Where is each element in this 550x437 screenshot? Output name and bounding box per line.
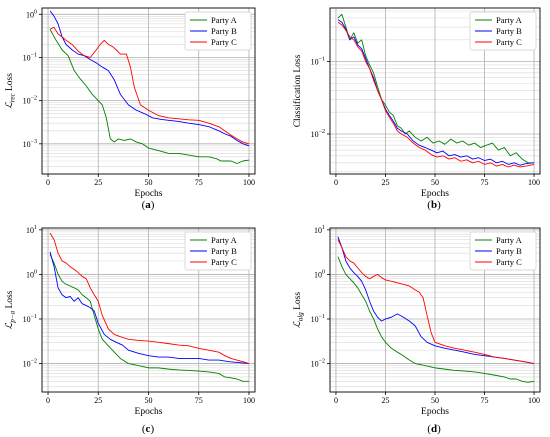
x-tick-label: 50 <box>145 178 153 187</box>
legend-label: Party B <box>496 26 522 36</box>
series-line-party-a <box>337 256 535 383</box>
series-line-party-c <box>49 26 250 145</box>
y-tick-label: 10−1 <box>311 314 325 324</box>
y-axis-label: ℒrec Loss <box>4 73 17 109</box>
x-tick-label: 100 <box>528 396 540 405</box>
series-line-party-b <box>49 251 250 364</box>
x-tick-label: 100 <box>243 178 255 187</box>
series-line-party-c <box>337 239 535 364</box>
series-line-party-b <box>337 236 535 364</box>
legend-label: Party B <box>496 246 522 256</box>
chart-panel-3: 0 25 50 75 100 101 100 10−1 10−2 Epochs ℒalg Loss P… <box>292 225 541 435</box>
legend-box <box>469 231 537 271</box>
legend-label: Party C <box>211 37 237 47</box>
series-line-party-b <box>49 10 250 147</box>
legend-box <box>184 231 252 271</box>
x-tick-label: 75 <box>481 178 489 187</box>
x-axis-label: Epochs <box>421 407 449 417</box>
x-tick-label: 50 <box>431 396 439 405</box>
y-tick-label: 100 <box>26 269 37 279</box>
y-tick-label: 10−3 <box>23 139 37 149</box>
x-tick-label: 50 <box>431 178 439 187</box>
panel-caption: (c) <box>142 423 155 435</box>
chart-panel-2: 0 25 50 75 100 101 100 10−1 10−2 Epochs ℒp−a Loss P… <box>4 225 256 435</box>
y-tick-label: 10−1 <box>23 314 37 324</box>
x-tick-label: 100 <box>243 396 255 405</box>
x-tick-label: 75 <box>195 396 203 405</box>
x-tick-label: 25 <box>94 178 102 187</box>
y-tick-label: 10−2 <box>311 359 325 369</box>
x-tick-label: 25 <box>381 396 389 405</box>
x-tick-label: 0 <box>46 178 50 187</box>
x-tick-label: 25 <box>94 396 102 405</box>
y-tick-label: 10−1 <box>23 52 37 62</box>
legend-label: Party A <box>496 15 523 25</box>
series-line-party-a <box>49 29 250 164</box>
chart-panel-0: 0 25 50 75 100 100 10−1 10−2 10−3 Epochs ℒrec Loss… <box>4 7 256 211</box>
legend-label: Party A <box>211 235 238 245</box>
legend-box <box>184 11 252 51</box>
legend-label: Party C <box>211 257 237 267</box>
legend-label: Party C <box>496 37 522 47</box>
legend-label: Party A <box>211 15 238 25</box>
x-axis-label: Epochs <box>135 407 163 417</box>
y-tick-label: 10−1 <box>311 57 325 67</box>
y-tick-label: 101 <box>314 225 325 235</box>
x-tick-label: 0 <box>334 178 338 187</box>
y-axis-label: ℒp−a Loss <box>4 290 17 329</box>
x-tick-label: 75 <box>481 396 489 405</box>
series-line-party-c <box>49 232 250 364</box>
y-tick-label: 10−2 <box>311 129 325 139</box>
x-tick-label: 75 <box>195 178 203 187</box>
y-axis-label: Classification Loss <box>292 54 303 127</box>
legend-label: Party B <box>211 246 237 256</box>
y-tick-label: 10−2 <box>23 96 37 106</box>
y-tick-label: 10−2 <box>23 359 37 369</box>
x-tick-label: 0 <box>46 396 50 405</box>
legend-label: Party C <box>496 257 522 267</box>
y-tick-label: 100 <box>26 9 37 19</box>
chart-panel-1: 0 25 50 75 100 10−1 10−2 Epochs Classification L… <box>292 7 541 211</box>
panel-caption: (a) <box>142 199 155 211</box>
y-tick-label: 101 <box>26 225 37 235</box>
x-tick-label: 25 <box>381 178 389 187</box>
x-axis-label: Epochs <box>135 189 163 199</box>
series-line-party-c <box>337 21 535 168</box>
x-tick-label: 0 <box>334 396 338 405</box>
legend-label: Party B <box>211 26 237 36</box>
x-tick-label: 100 <box>528 178 540 187</box>
legend-box <box>469 11 537 51</box>
series-line-party-a <box>49 254 249 382</box>
series-line-party-a <box>337 13 535 164</box>
series-line-party-b <box>337 19 535 166</box>
panel-caption: (d) <box>427 423 441 435</box>
x-tick-label: 50 <box>145 396 153 405</box>
y-axis-label: ℒalg Loss <box>292 292 305 328</box>
legend-label: Party A <box>496 235 523 245</box>
panel-caption: (b) <box>427 199 441 211</box>
y-tick-label: 100 <box>314 269 325 279</box>
x-axis-label: Epochs <box>421 189 449 199</box>
